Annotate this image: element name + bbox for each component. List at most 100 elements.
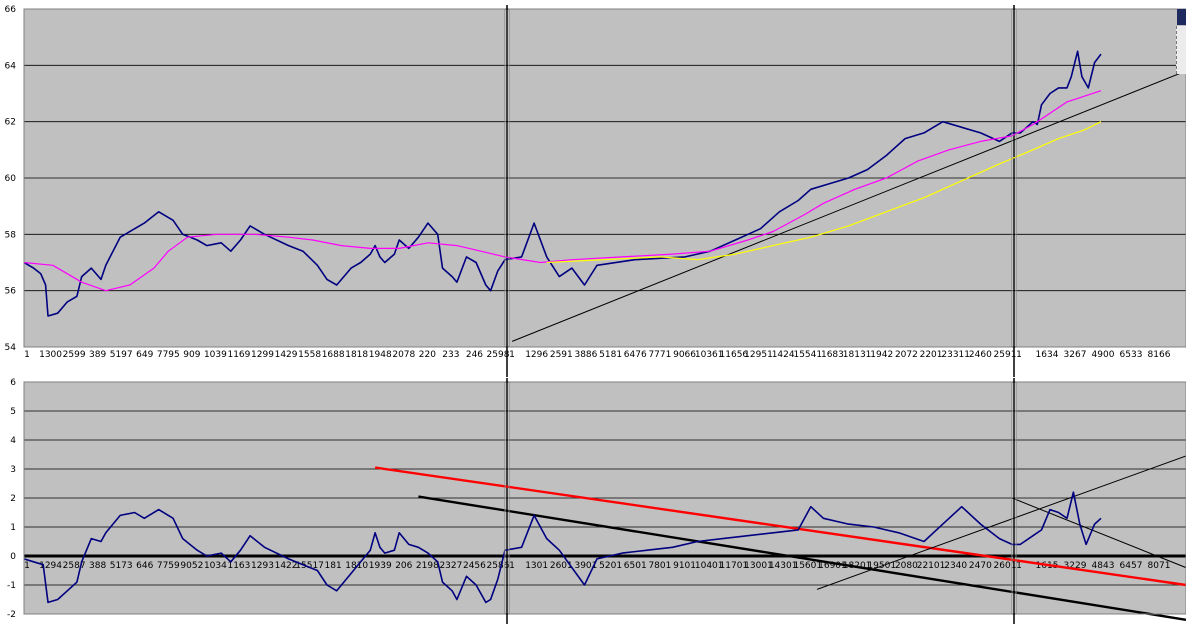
bottom-y-tick-label: -2 — [7, 610, 16, 620]
top-x-tick-label: 8166 — [1148, 350, 1171, 360]
top-x-tick-label: 1300 — [39, 350, 62, 360]
top-x-tick-label: 1 — [24, 350, 30, 360]
top-x-tick-label: 12951 — [744, 350, 773, 360]
bottom-x-tick-label: 15517 — [295, 561, 324, 571]
top-x-tick-label: 2078 — [392, 350, 415, 360]
top-x-tick-label: 4900 — [1092, 350, 1115, 360]
bottom-x-tick-label: 2601 — [994, 561, 1017, 571]
top-x-tick-label: 2591 — [994, 350, 1017, 360]
top-subplot-3-frame — [1015, 8, 1186, 348]
top-x-tick-label: 23311 — [941, 350, 970, 360]
top-x-tick-label: 1424 — [772, 350, 795, 360]
top-x-tick-label: 389 — [89, 350, 106, 360]
top-x-tick-label: 7795 — [157, 350, 180, 360]
top-x-tick-label: 1429 — [275, 350, 298, 360]
bottom-x-tick-label: 646 — [136, 561, 153, 571]
bottom-x-tick-label: 13001 — [744, 561, 773, 571]
bottom-y-tick-label: 2 — [10, 494, 16, 504]
top-x-tick-label: 246 — [466, 350, 483, 360]
top-x-tick-label: 1558 — [298, 350, 321, 360]
top-subplot-2-frame — [508, 8, 1013, 348]
bottom-subplot-1-frame — [23, 381, 506, 615]
bottom-x-tick-label: 8071 — [1148, 561, 1171, 571]
top-x-tick-label: 2460 — [969, 350, 992, 360]
top-x-tick-label: 1 — [1016, 350, 1022, 360]
top-x-tick-label: 1683 — [821, 350, 844, 360]
bottom-red-trendline — [374, 466, 1186, 587]
bottom-black-thick-trendline — [418, 495, 1186, 621]
bottom-x-tick-label: 6501 — [624, 561, 647, 571]
bottom-x-tick-label: 9052 — [180, 561, 203, 571]
top-x-tick-label: 909 — [183, 350, 200, 360]
bottom-x-tick-label: 2586 — [487, 561, 510, 571]
bottom-x-tick-label: 4843 — [1092, 561, 1115, 571]
top-x-tick-label: 10361 — [695, 350, 724, 360]
bottom-x-tick-label: 6457 — [1120, 561, 1143, 571]
top-x-tick-label: 7771 — [648, 350, 671, 360]
bottom-x-tick-label: 7759 — [157, 561, 180, 571]
top-top-trend-black — [511, 70, 1186, 342]
bottom-black-thin-falling-trendline — [1011, 497, 1186, 569]
bottom-y-tick-label: 6 — [10, 378, 16, 388]
top-x-tick-label: 3267 — [1064, 350, 1087, 360]
bottom-x-tick-label: 2327 — [439, 561, 462, 571]
top-x-tick-label: 220 — [419, 350, 436, 360]
top-x-tick-label: 1948 — [369, 350, 392, 360]
top-x-tick-label: 2072 — [895, 350, 918, 360]
bottom-x-tick-label: 1939 — [369, 561, 392, 571]
top-x-tick-label: 2598 — [487, 350, 510, 360]
bottom-x-tick-label: 1163 — [227, 561, 250, 571]
top-x-tick-label: 18131 — [843, 350, 872, 360]
top-x-tick-label: 5197 — [110, 350, 133, 360]
bottom-x-tick-label: 1294 — [39, 561, 62, 571]
top-ma-yellow-line — [546, 121, 1102, 264]
bottom-y-tick-label: -1 — [7, 581, 16, 591]
top-x-tick-label: 1818 — [345, 350, 368, 360]
top-y-tick-label: 64 — [5, 61, 17, 71]
top-x-tick-label: 1169 — [227, 350, 250, 360]
top-y-tick-label: 54 — [5, 343, 17, 353]
top-x-tick-label: 2599 — [63, 350, 86, 360]
bottom-x-tick-label: 2470 — [969, 561, 992, 571]
top-x-tick-label: 2591 — [550, 350, 573, 360]
top-y-tick-label: 56 — [5, 287, 17, 297]
bottom-y-tick-label: 1 — [10, 523, 16, 533]
bottom-x-tick-label: 1 — [509, 561, 515, 571]
top-x-tick-label: 1 — [509, 350, 515, 360]
bottom-x-tick-label: 2601 — [550, 561, 573, 571]
bottom-x-tick-label: 9101 — [673, 561, 696, 571]
top-x-tick-label: 1634 — [1036, 350, 1059, 360]
top-x-tick-label: 5181 — [599, 350, 622, 360]
top-x-tick-label: 2201 — [920, 350, 943, 360]
bottom-x-tick-label: 1 — [24, 561, 30, 571]
bottom-black-thin-rising-trendline — [816, 455, 1186, 590]
top-x-tick-label: 233 — [442, 350, 459, 360]
bottom-x-tick-label: 5173 — [110, 561, 133, 571]
bottom-x-tick-label: 2080 — [895, 561, 918, 571]
top-x-tick-label: 1688 — [322, 350, 345, 360]
top-price-line — [23, 50, 1102, 317]
top-x-tick-label: 3886 — [574, 350, 597, 360]
bottom-y-tick-label: 4 — [10, 436, 16, 446]
bottom-y-tick-label: 0 — [10, 552, 16, 562]
top-x-tick-label: 6533 — [1120, 350, 1143, 360]
bottom-x-tick-label: 14301 — [769, 561, 798, 571]
bottom-x-tick-label: 206 — [395, 561, 412, 571]
bottom-x-tick-label: 15601 — [793, 561, 822, 571]
bottom-x-tick-label: 1422 — [275, 561, 298, 571]
top-x-tick-label: 1296 — [525, 350, 548, 360]
bottom-oscillator-line — [23, 491, 1102, 604]
top-panel: 54 56 58 60 62 64 66 1 1300 2599 389 5197 649 7795 909… — [5, 5, 1186, 377]
bottom-x-tick-label: 1301 — [525, 561, 548, 571]
bottom-x-tick-label: 181 — [325, 561, 342, 571]
bottom-x-tick-label: 16901 — [818, 561, 847, 571]
bottom-x-tick-label: 2198 — [416, 561, 439, 571]
top-x-tick-label: 9066 — [673, 350, 696, 360]
top-x-tick-label: 649 — [136, 350, 153, 360]
bottom-x-tick-label: 1034 — [204, 561, 227, 571]
bottom-x-tick-label: 3229 — [1064, 561, 1087, 571]
bottom-x-tick-label: 1293 — [251, 561, 274, 571]
top-y-tick-label: 66 — [5, 5, 17, 15]
